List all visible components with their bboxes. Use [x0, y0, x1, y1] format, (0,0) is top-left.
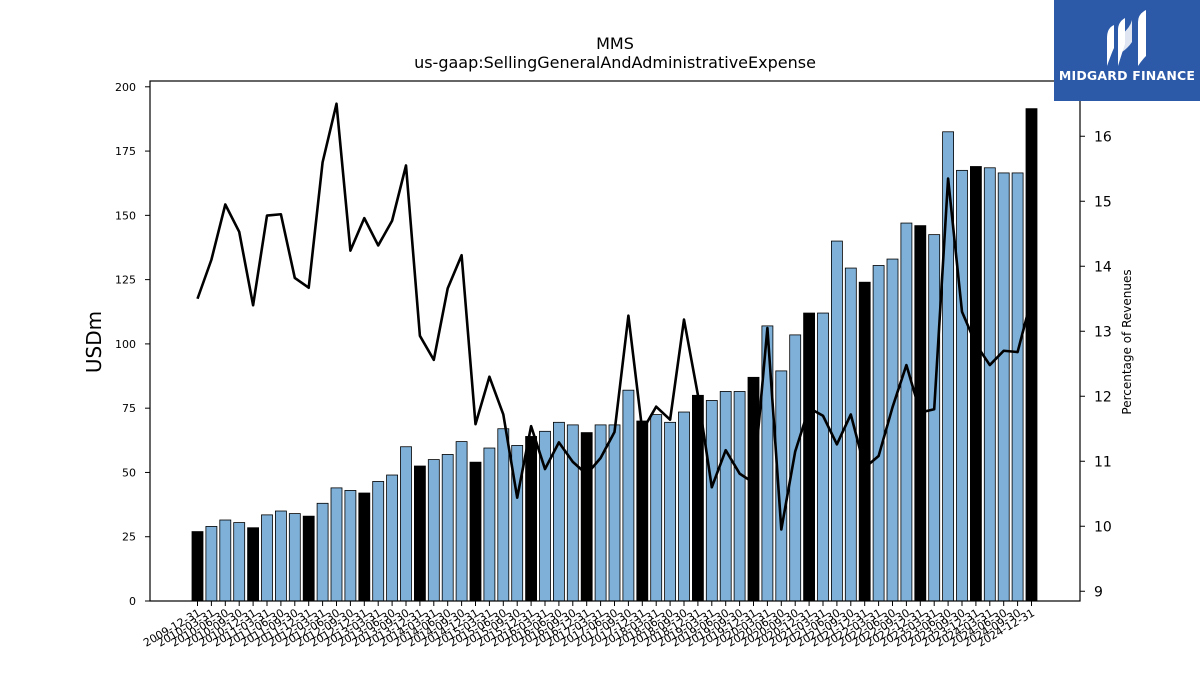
midgard-logo-icon	[1107, 10, 1146, 66]
axes: 0255075100125150175200910111213141516200…	[115, 80, 1112, 650]
y2-tick-label: 12	[1094, 389, 1112, 405]
bar-2024-09-30	[1011, 172, 1024, 602]
bar-2019-06-30	[719, 391, 732, 602]
bar-2023-03-31	[928, 234, 941, 602]
bar-2011-03-31	[261, 514, 273, 602]
y-tick-label: 100	[115, 338, 136, 351]
bar-2023-06-30	[942, 131, 954, 602]
chart-title: MMS	[596, 34, 634, 53]
y2-axis-label: Percentage of Revenues	[1120, 269, 1134, 414]
y-tick-label: 200	[115, 81, 136, 94]
bar-2009-12-31	[191, 531, 204, 602]
y-tick-label: 125	[115, 274, 136, 287]
bar-series	[191, 108, 1038, 602]
bar-2021-06-30	[831, 240, 843, 602]
bar-2019-12-31	[747, 376, 760, 602]
bar-2016-12-31	[580, 432, 593, 602]
ratio-line	[196, 102, 1033, 531]
bar-2014-09-30	[455, 441, 468, 602]
bar-2018-09-30	[678, 411, 690, 602]
bar-2020-12-31	[803, 312, 815, 602]
y2-tick-label: 13	[1094, 324, 1112, 340]
bar-2019-09-30	[733, 391, 746, 602]
bar-2024-12-31	[1025, 108, 1038, 602]
y-tick-label: 150	[115, 209, 136, 222]
bar-2017-06-30	[608, 424, 621, 602]
ratio-line-series	[196, 102, 1033, 531]
bar-2024-06-30	[997, 172, 1010, 602]
midgard-finance-logo: MIDGARD FINANCE	[1054, 0, 1200, 101]
bar-2015-06-30	[497, 428, 510, 602]
bar-2013-09-30	[400, 446, 412, 602]
bar-2018-03-31	[650, 414, 663, 602]
y-tick-label: 50	[122, 466, 136, 479]
y-tick-label: 175	[115, 145, 136, 158]
bar-2016-09-30	[566, 424, 579, 602]
y-tick-label: 25	[122, 531, 136, 544]
y-tick-label: 0	[129, 595, 136, 608]
chart-subtitle: us-gaap:SellingGeneralAndAdministrativeE…	[414, 53, 816, 72]
bar-2010-03-31	[205, 526, 218, 602]
bar-2013-03-31	[372, 481, 385, 602]
bar-2010-06-30	[219, 519, 232, 602]
bar-2022-03-31	[872, 265, 885, 602]
y2-tick-label: 11	[1094, 454, 1112, 470]
bar-2012-03-31	[316, 502, 329, 602]
bar-2021-09-30	[844, 267, 857, 602]
y-axis-label: USDm	[82, 311, 106, 373]
logo-text: MIDGARD FINANCE	[1058, 68, 1196, 83]
bar-2014-06-30	[441, 454, 454, 602]
bar-2013-12-31	[413, 465, 426, 602]
bar-2023-12-31	[970, 166, 982, 602]
bar-2019-03-31	[705, 400, 718, 602]
bar-2010-12-31	[247, 527, 260, 602]
y2-tick-label: 16	[1094, 129, 1112, 145]
bar-2010-09-30	[233, 522, 246, 602]
y-tick-label: 75	[122, 402, 136, 415]
bar-2011-06-30	[274, 510, 287, 602]
bar-2012-12-31	[358, 492, 371, 602]
bar-2024-03-31	[983, 167, 996, 602]
bar-2012-06-30	[330, 487, 343, 602]
bar-2018-06-30	[664, 421, 676, 602]
bar-2011-12-31	[302, 515, 315, 602]
y2-tick-label: 15	[1094, 194, 1112, 210]
bar-2013-06-30	[386, 474, 399, 602]
bar-2022-06-30	[886, 258, 899, 602]
bar-2014-12-31	[469, 461, 482, 602]
bar-2017-12-31	[636, 420, 649, 602]
y2-tick-label: 10	[1094, 519, 1112, 535]
bar-2011-09-30	[288, 513, 301, 602]
y2-tick-label: 9	[1094, 584, 1103, 600]
bar-2015-03-31	[483, 447, 496, 602]
bar-2021-12-31	[858, 281, 871, 602]
bar-2021-03-31	[817, 312, 829, 602]
bar-2022-09-30	[900, 222, 913, 602]
bar-2012-09-30	[344, 490, 357, 602]
bar-2017-09-30	[622, 389, 635, 602]
bar-2014-03-31	[427, 459, 440, 602]
bar-2023-09-30	[956, 169, 968, 602]
bar-2015-12-31	[525, 436, 537, 602]
y2-tick-label: 14	[1094, 259, 1112, 275]
